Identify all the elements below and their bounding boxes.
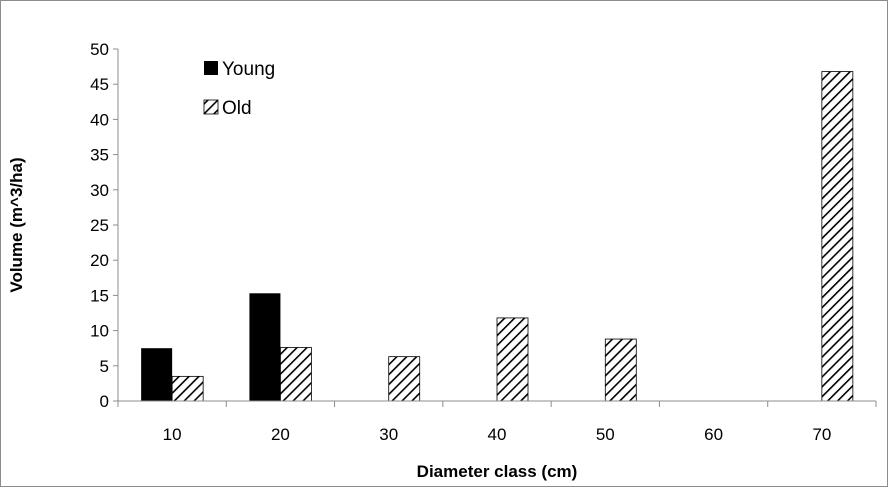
y-tick-label: 5 <box>100 357 109 376</box>
y-tick-label: 30 <box>90 181 109 200</box>
x-tick-label: 40 <box>488 425 507 444</box>
y-tick-label: 10 <box>90 322 109 341</box>
x-axis-ticks: 10 20 30 40 50 60 70 <box>117 401 877 444</box>
bar-old-20 <box>280 347 312 402</box>
y-tick-label: 20 <box>90 251 109 270</box>
legend-swatch-young <box>204 61 218 75</box>
bar-old-30 <box>388 356 421 402</box>
x-tick-label: 20 <box>271 425 290 444</box>
bar-old-40 <box>496 317 529 402</box>
bar-old-10 <box>171 375 204 402</box>
y-axis-ticks: 0 5 10 15 20 25 30 35 40 45 50 <box>90 40 118 411</box>
legend-swatch-old <box>203 99 219 115</box>
bar-old-70 <box>821 71 854 402</box>
legend: Young Old <box>203 59 275 119</box>
y-axis-title: Volume (m^3/ha) <box>7 157 26 292</box>
y-tick-label: 50 <box>90 40 109 59</box>
y-tick-label: 35 <box>90 146 109 165</box>
y-tick-label: 25 <box>90 216 109 235</box>
bar-young-10 <box>141 348 173 401</box>
legend-label-young: Young <box>222 59 275 80</box>
x-axis-title: Diameter class (cm) <box>417 462 578 481</box>
x-tick-label: 50 <box>596 425 615 444</box>
bar-old-50 <box>604 338 637 402</box>
x-tick-label: 70 <box>812 425 831 444</box>
legend-label-old: Old <box>222 98 252 119</box>
y-tick-label: 0 <box>100 392 109 411</box>
y-tick-label: 40 <box>90 110 109 129</box>
y-tick-label: 15 <box>90 286 109 305</box>
bar-young-20 <box>249 293 281 401</box>
x-tick-label: 60 <box>704 425 723 444</box>
x-tick-label: 10 <box>163 425 182 444</box>
y-tick-label: 45 <box>90 75 109 94</box>
x-tick-label: 30 <box>379 425 398 444</box>
bars <box>141 71 854 402</box>
